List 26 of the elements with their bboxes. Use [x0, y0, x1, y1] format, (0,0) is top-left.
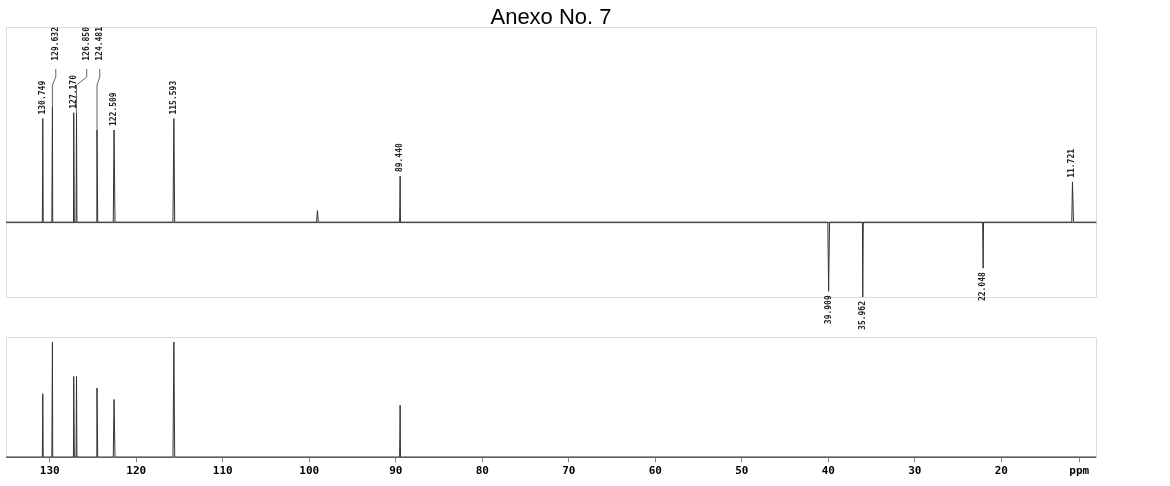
annotation: 39.909 [823, 295, 833, 325]
x-tick-label: 50 [735, 463, 749, 477]
x-tick-label: 130 [39, 463, 60, 477]
annotation: 122.509 [109, 92, 119, 127]
x-tick-label: 90 [389, 463, 403, 477]
x-tick-label: 60 [648, 463, 662, 477]
x-tick-label: 100 [299, 463, 320, 477]
annotation: 127.170 [68, 74, 78, 109]
x-tick-label: 40 [821, 463, 835, 477]
annotation: 129.632 [50, 26, 60, 61]
x-tick-label: 20 [994, 463, 1008, 477]
annotation: 22.048 [978, 272, 988, 302]
x-tick-label: 80 [475, 463, 489, 477]
annotation: 130.749 [37, 80, 47, 115]
annotation: 115.593 [168, 80, 178, 115]
annotation: 11.721 [1067, 148, 1077, 178]
annotation: 35.962 [857, 300, 867, 330]
x-tick-label: 70 [562, 463, 576, 477]
x-tick-label: ppm [1069, 463, 1090, 477]
annotation: 89.440 [395, 143, 405, 173]
x-tick-label: 120 [126, 463, 147, 477]
annotation: 126.850 [81, 26, 91, 61]
chart-title: Anexo No. 7 [490, 4, 612, 29]
x-tick-label: 110 [212, 463, 233, 477]
annotation: 124.481 [94, 26, 104, 61]
x-tick-label: 30 [908, 463, 922, 477]
